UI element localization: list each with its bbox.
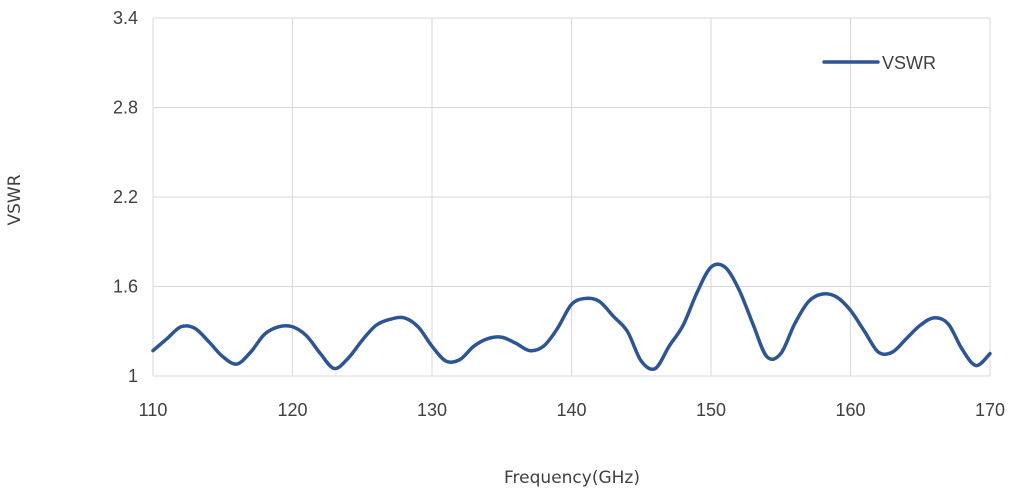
x-tick-label: 120	[277, 400, 307, 420]
y-tick-label: 2.2	[113, 187, 138, 207]
x-axis-ticks: 110 120 130 140 150 160 170	[139, 400, 1005, 420]
legend: VSWR	[822, 53, 936, 73]
grid-lines	[152, 17, 991, 377]
x-tick-label: 130	[417, 400, 447, 420]
x-tick-label: 170	[975, 400, 1005, 420]
y-tick-label: 2.8	[113, 98, 138, 118]
legend-label-vswr: VSWR	[882, 53, 936, 73]
x-tick-label: 160	[835, 400, 865, 420]
x-tick-label: 150	[696, 400, 726, 420]
y-axis-title: VSWR	[5, 174, 25, 225]
x-axis-title: Frequency(GHz)	[504, 468, 640, 488]
series-layer	[151, 262, 992, 372]
y-tick-label: 1	[128, 366, 138, 386]
x-tick-label: 110	[139, 400, 168, 420]
y-axis-ticks: 1 1.6 2.2 2.8 3.4	[113, 8, 138, 386]
series-line-vswr	[151, 262, 992, 372]
y-tick-label: 3.4	[113, 8, 138, 28]
y-tick-label: 1.6	[113, 277, 138, 297]
x-tick-label: 140	[556, 400, 586, 420]
